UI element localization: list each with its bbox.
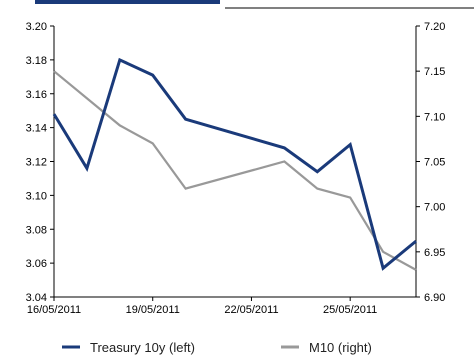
series-line-treasury-10y: [52, 57, 417, 271]
right-tick-label: 7.00: [424, 202, 445, 214]
left-tick-label: 3.12: [26, 157, 47, 169]
left-tick-label: 3.06: [26, 258, 47, 270]
title-bar-remnant: [35, 0, 220, 4]
legend-label-m10: M10 (right): [309, 340, 372, 355]
left-tick-label: 3.04: [26, 292, 47, 304]
left-tick-label: 3.08: [26, 224, 47, 236]
x-axis-ticks: 16/05/2011 19/05/2011 22/05/2011 25/05/2011: [27, 297, 377, 316]
right-tick-label: 7.05: [424, 157, 445, 169]
left-tick-label: 3.18: [26, 55, 47, 67]
left-tick-label: 3.16: [26, 89, 47, 101]
series-layer: [52, 57, 417, 271]
left-axis-ticks: 3.04 3.06 3.08 3.10 3.12 3.14 3.16 3.18 3.20: [26, 21, 54, 304]
right-tick-label: 7.10: [424, 111, 445, 123]
legend-label-treasury: Treasury 10y (left): [90, 340, 195, 355]
right-tick-label: 7.20: [424, 21, 445, 33]
right-axis-ticks: 6.90 6.95 7.00 7.05 7.10 7.15 7.20: [416, 21, 445, 304]
right-tick-label: 6.95: [424, 247, 445, 259]
right-tick-label: 7.15: [424, 66, 445, 78]
x-tick-label: 16/05/2011: [27, 304, 81, 316]
left-tick-label: 3.20: [26, 21, 47, 33]
x-tick-label: 19/05/2011: [126, 304, 180, 316]
legend: Treasury 10y (left) M10 (right): [62, 340, 372, 355]
series-line-m10: [53, 70, 417, 271]
x-tick-label: 25/05/2011: [323, 304, 377, 316]
right-tick-label: 6.90: [424, 292, 445, 304]
x-tick-label: 22/05/2011: [224, 304, 278, 316]
left-tick-label: 3.10: [26, 190, 47, 202]
left-tick-label: 3.14: [26, 123, 47, 135]
